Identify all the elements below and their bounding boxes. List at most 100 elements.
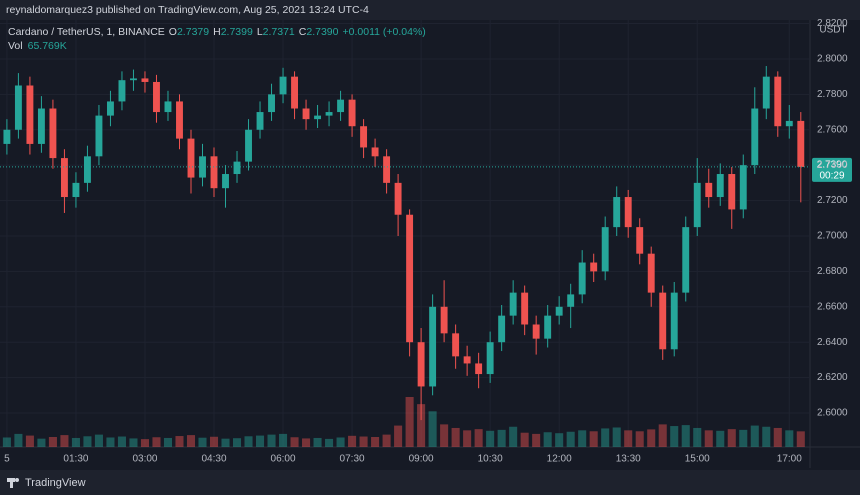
candle-body bbox=[429, 306, 437, 387]
candle-body bbox=[624, 197, 632, 228]
y-tick-label: 2.6000 bbox=[817, 408, 848, 419]
volume-bar bbox=[727, 429, 736, 447]
volume-bar bbox=[2, 437, 11, 447]
candle-body bbox=[797, 120, 805, 167]
x-tick-label: 13:30 bbox=[616, 454, 641, 465]
x-tick-label: 12:00 bbox=[547, 454, 572, 465]
volume-bar bbox=[785, 430, 794, 447]
volume-bar bbox=[474, 429, 483, 447]
y-tick-label: 2.8000 bbox=[817, 54, 848, 65]
candle-body bbox=[325, 112, 333, 116]
candle-body bbox=[440, 306, 448, 334]
volume-bar bbox=[48, 437, 57, 447]
volume-bar bbox=[394, 425, 403, 447]
candle-body bbox=[567, 294, 575, 307]
candle-body bbox=[693, 182, 701, 228]
volume-legend: Vol 65.769K bbox=[8, 40, 67, 52]
legend-ohlc-label: O bbox=[169, 26, 177, 38]
volume-bar bbox=[71, 437, 80, 447]
candle-body bbox=[26, 85, 34, 144]
y-tick-label: 2.8200 bbox=[817, 18, 848, 29]
candle-body bbox=[291, 76, 298, 109]
volume-bar bbox=[497, 429, 506, 447]
candle-body bbox=[118, 80, 126, 102]
volume-bar bbox=[566, 431, 575, 447]
y-tick-label: 2.7200 bbox=[817, 195, 848, 206]
volume-bar bbox=[94, 434, 103, 447]
volume-bar bbox=[186, 435, 196, 447]
y-tick-label: 2.7000 bbox=[817, 231, 848, 242]
candle-body bbox=[498, 315, 506, 343]
volume-bar bbox=[578, 430, 587, 447]
candle-body bbox=[268, 94, 275, 113]
volume-bar bbox=[543, 432, 552, 447]
volume-bar bbox=[382, 434, 391, 447]
last-price-tag bbox=[812, 157, 852, 182]
brand-logo bbox=[7, 478, 19, 488]
volume-bar bbox=[428, 411, 437, 447]
volume-bar bbox=[359, 436, 368, 447]
volume-bar bbox=[405, 397, 414, 447]
volume-bar bbox=[198, 437, 207, 447]
candle-body bbox=[751, 108, 759, 166]
candle-body bbox=[659, 292, 667, 350]
legend-ohlc-value: 2.7379 bbox=[177, 26, 209, 38]
volume-bar bbox=[658, 424, 667, 447]
volume-bar bbox=[647, 429, 656, 447]
candle-body bbox=[394, 182, 402, 215]
volume-bar bbox=[232, 438, 242, 447]
volume-bar bbox=[704, 430, 713, 447]
candle-body bbox=[682, 227, 690, 293]
x-tick-label: 06:00 bbox=[271, 454, 296, 465]
candle-body bbox=[141, 78, 149, 82]
candle-body bbox=[187, 138, 195, 178]
volume-bar bbox=[25, 435, 34, 447]
x-tick-label: 5 bbox=[4, 454, 10, 465]
candle-body bbox=[222, 174, 229, 189]
y-tick-label: 2.6600 bbox=[817, 301, 848, 312]
volume-bar bbox=[750, 425, 759, 447]
volume-bar bbox=[612, 427, 621, 447]
candle-body bbox=[3, 129, 11, 144]
candle-body bbox=[785, 120, 793, 127]
candle-body bbox=[578, 262, 586, 295]
legend-change: +0.0011 (+0.04%) bbox=[343, 26, 426, 38]
volume-bar bbox=[371, 437, 380, 447]
candle-body bbox=[153, 81, 160, 113]
x-tick-label: 07:30 bbox=[340, 454, 365, 465]
candle-body bbox=[762, 76, 770, 109]
volume-bar bbox=[37, 438, 46, 447]
x-tick-label: 15:00 bbox=[685, 454, 710, 465]
candle-body bbox=[544, 315, 552, 339]
volume-bar bbox=[325, 438, 334, 447]
candle-body bbox=[670, 292, 678, 350]
volume-bar bbox=[83, 436, 92, 447]
candle-body bbox=[774, 76, 782, 127]
volume-bar bbox=[555, 433, 564, 447]
volume-bar bbox=[440, 424, 449, 447]
volume-bar bbox=[693, 427, 702, 447]
candle-body bbox=[314, 115, 322, 120]
volume-bar bbox=[509, 426, 518, 447]
legend-ohlc-label: L bbox=[257, 26, 263, 38]
candle-body bbox=[613, 197, 621, 228]
legend-title: Cardano / TetherUS, 1, BINANCE bbox=[8, 26, 165, 38]
y-tick-label: 2.7600 bbox=[817, 124, 848, 135]
currency-box bbox=[815, 23, 851, 37]
candle-body bbox=[14, 85, 22, 130]
candle-body bbox=[555, 306, 563, 316]
candle-body bbox=[37, 108, 45, 144]
candle-body bbox=[532, 324, 540, 339]
y-tick-label: 2.7400 bbox=[817, 160, 848, 171]
candle-body bbox=[705, 182, 713, 198]
volume-bar bbox=[451, 427, 460, 447]
volume-bar bbox=[532, 433, 541, 447]
x-tick-label: 17:00 bbox=[777, 454, 802, 465]
volume-bar bbox=[313, 437, 322, 447]
volume-bar bbox=[256, 435, 265, 447]
candle-body bbox=[83, 156, 91, 183]
top-bar bbox=[0, 0, 860, 20]
legend-ohlc-value: 2.7371 bbox=[263, 26, 295, 38]
x-tick-label: 04:30 bbox=[201, 454, 226, 465]
